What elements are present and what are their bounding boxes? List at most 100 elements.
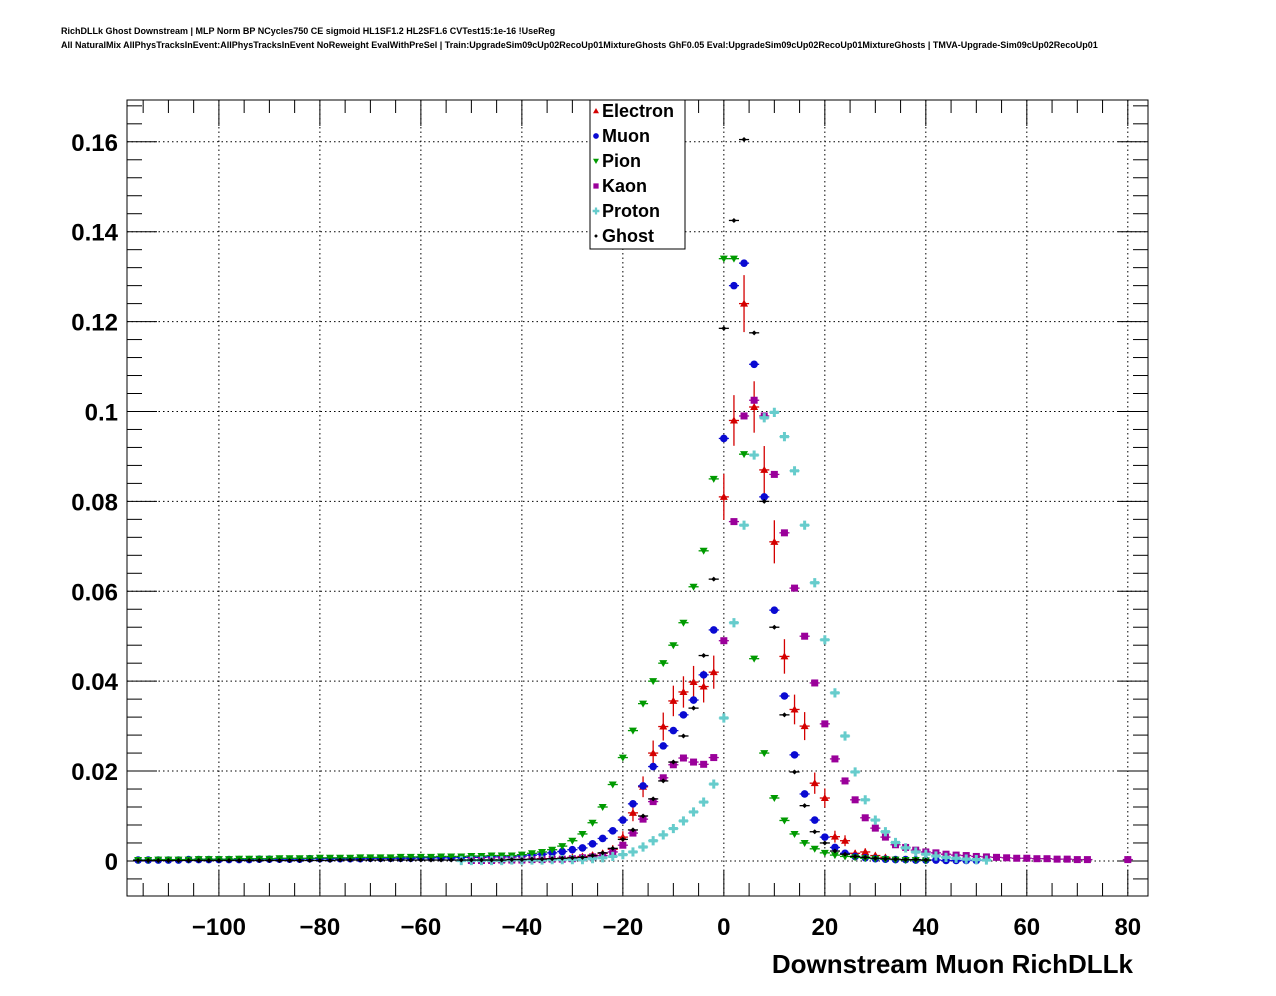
- data-point: [587, 819, 598, 827]
- marker-triangle-down: [578, 830, 587, 838]
- marker-circle: [689, 696, 698, 704]
- marker-cross: [618, 850, 628, 860]
- data-point: [627, 727, 639, 735]
- marker-diamond: [590, 853, 596, 859]
- marker-diamond: [751, 330, 757, 336]
- marker-cross: [592, 207, 600, 215]
- marker-square: [1043, 855, 1051, 863]
- marker-cross: [608, 851, 618, 862]
- marker-circle: [821, 833, 829, 841]
- marker-triangle-down: [517, 851, 526, 859]
- data-point: [607, 845, 618, 851]
- data-point: [819, 635, 830, 645]
- data-point: [577, 854, 588, 860]
- data-point: [779, 529, 790, 537]
- marker-cross: [719, 713, 729, 723]
- data-point: [385, 857, 396, 863]
- data-point: [799, 790, 810, 798]
- data-point: [183, 857, 194, 863]
- marker-cross: [628, 847, 638, 857]
- data-point: [698, 653, 709, 659]
- marker-diamond: [670, 759, 676, 765]
- data-point: [779, 692, 790, 700]
- marker-triangle-up: [679, 687, 688, 695]
- data-point: [617, 816, 628, 824]
- marker-diamond: [842, 851, 848, 857]
- marker-diamond: [297, 857, 303, 863]
- data-point: [405, 853, 416, 861]
- marker-circle: [699, 671, 708, 679]
- marker-triangle-down: [628, 727, 637, 735]
- marker-triangle-down: [618, 754, 627, 762]
- data-point: [728, 395, 739, 446]
- marker-triangle-down: [639, 700, 648, 708]
- data-point: [405, 857, 416, 863]
- series-electron: [486, 275, 891, 863]
- marker-circle: [750, 360, 758, 369]
- data-point: [738, 275, 750, 333]
- marker-diamond: [165, 857, 171, 863]
- data-marks: [133, 137, 1133, 866]
- data-point: [799, 520, 810, 530]
- data-point: [506, 857, 517, 863]
- marker-diamond: [741, 137, 747, 143]
- data-point: [668, 726, 679, 735]
- marker-square: [750, 396, 758, 404]
- marker-diamond: [792, 769, 798, 775]
- marker-circle: [629, 800, 637, 808]
- data-point: [627, 829, 639, 837]
- marker-cross: [598, 853, 608, 863]
- data-point: [779, 817, 790, 825]
- marker-circle: [770, 606, 779, 614]
- marker-square: [811, 679, 819, 687]
- data-point: [587, 853, 598, 859]
- marker-triangle-down: [770, 795, 779, 803]
- data-point: [829, 852, 840, 860]
- marker-diamond: [276, 857, 282, 863]
- marker-square: [710, 754, 718, 762]
- data-point: [304, 857, 315, 863]
- y-tick-label: 0.06: [71, 579, 118, 606]
- data-point: [829, 843, 840, 852]
- marker-square: [801, 632, 809, 640]
- data-point: [759, 413, 770, 423]
- data-point: [658, 778, 669, 784]
- data-point: [203, 857, 214, 863]
- data-point: [900, 843, 911, 853]
- data-point: [698, 671, 709, 679]
- data-point: [839, 835, 851, 847]
- marker-square: [1003, 854, 1011, 862]
- marker-square: [690, 758, 698, 766]
- marker-diamond: [594, 234, 598, 238]
- data-point: [537, 856, 548, 862]
- marker-triangle-up: [760, 465, 769, 473]
- marker-square: [1023, 854, 1031, 862]
- data-point: [223, 857, 235, 863]
- marker-diamond: [287, 857, 293, 863]
- marker-cross: [901, 843, 911, 853]
- marker-diamond: [680, 733, 686, 739]
- marker-triangle-up: [689, 678, 698, 686]
- y-tick-label: 0.16: [71, 130, 118, 157]
- marker-diamond: [398, 857, 404, 863]
- marker-cross: [810, 578, 820, 588]
- data-point: [648, 762, 659, 771]
- marker-diamond: [377, 857, 383, 863]
- data-point: [638, 700, 649, 708]
- data-point: [688, 705, 699, 711]
- data-point: [860, 854, 871, 860]
- marker-diamond: [458, 857, 464, 863]
- marker-diamond: [408, 857, 414, 863]
- data-point: [415, 853, 426, 861]
- data-point: [658, 660, 669, 668]
- marker-circle: [709, 626, 718, 634]
- marker-triangle-up: [618, 833, 627, 841]
- legend-item-muon: Muon: [593, 126, 650, 146]
- marker-square: [659, 774, 667, 782]
- data-point: [658, 742, 669, 750]
- marker-circle: [608, 827, 617, 835]
- marker-triangle-down: [659, 660, 668, 668]
- data-point: [708, 779, 719, 789]
- marker-circle: [790, 751, 799, 759]
- data-point: [910, 857, 921, 863]
